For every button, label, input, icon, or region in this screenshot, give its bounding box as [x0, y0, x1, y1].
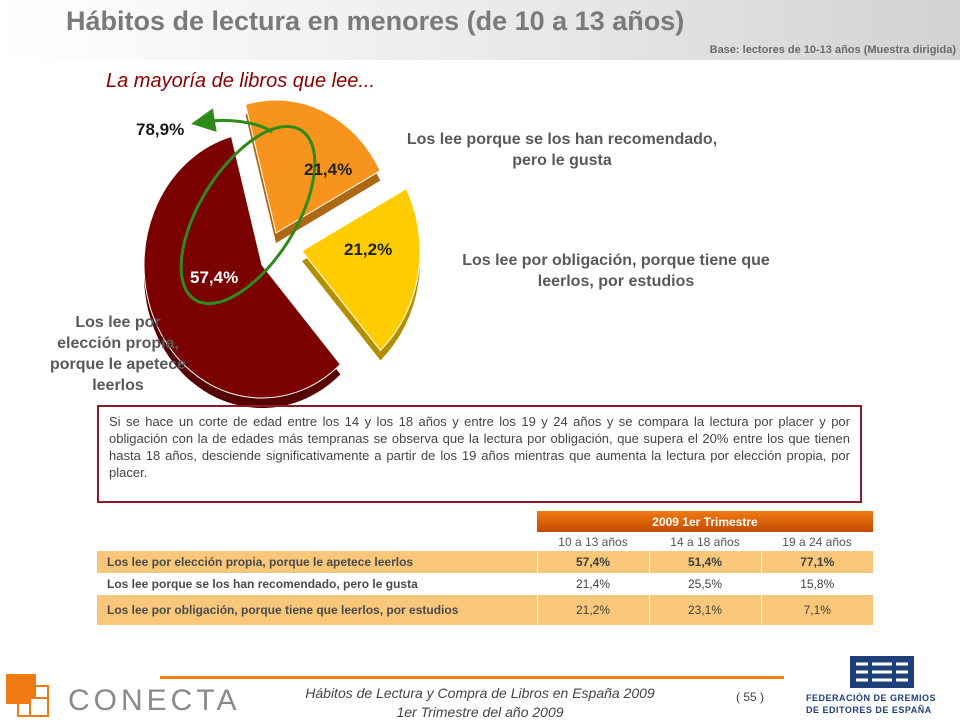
pie-slice-choice — [143, 135, 342, 399]
table-row: Los lee por elección propia, porque le a… — [97, 551, 873, 573]
pie-slice-obligation — [301, 187, 421, 352]
table-empty-corner-2 — [97, 532, 537, 551]
table-column-header: 19 a 24 años — [782, 534, 852, 549]
legend-obligation-line1: Los lee por obligación, porque tiene que — [462, 252, 770, 269]
table-cell: 51,4% — [648, 551, 761, 573]
table-cell: 77,1% — [760, 551, 873, 573]
pie-slice-recommended — [244, 99, 381, 234]
conecta-logo-text: CONECTA — [68, 684, 241, 717]
footer-line1: Hábitos de Lectura y Compra de Libros en… — [305, 685, 655, 701]
annotation-arrow — [191, 108, 273, 134]
fge-logo-mark — [850, 656, 914, 688]
legend-choice: Los lee por elección propia, porque le a… — [18, 312, 218, 396]
title-bar — [0, 0, 960, 60]
footer-line2: 1er Trimestre del año 2009 — [396, 704, 564, 720]
data-table: 2009 1er Trimestre 10 a 13 años 14 a 18 … — [97, 511, 873, 625]
table-cell: 7,1% — [760, 595, 873, 625]
base-note: Base: lectores de 10-13 años (Muestra di… — [709, 44, 956, 56]
legend-choice-line2: elección propia, — [57, 335, 179, 352]
table-empty-corner — [97, 511, 537, 532]
legend-recommended: Los lee porque se los han recomendado, p… — [372, 129, 752, 171]
fge-line1: FEDERACIÓN DE GREMIOS — [806, 693, 937, 703]
legend-obligation-line2: leerlos, por estudios — [537, 273, 695, 290]
legend-recommended-line2: pero le gusta — [512, 152, 612, 169]
annotation-value: 78,9% — [136, 120, 185, 139]
table-cell: 21,4% — [536, 573, 649, 595]
legend-recommended-line1: Los lee porque se los han recomendado, — [406, 131, 718, 148]
chart-subtitle: La mayoría de libros que lee... — [106, 70, 376, 92]
slice-label-choice: 57,4% — [190, 268, 239, 287]
fge-line2: DE EDITORES DE ESPAÑA — [806, 705, 932, 715]
table-column-header: 14 a 18 años — [670, 534, 740, 549]
slice-label-recommended: 21,4% — [304, 160, 353, 179]
table-cell: 15,8% — [760, 573, 873, 595]
page-title: Hábitos de lectura en menores (de 10 a 1… — [66, 6, 685, 36]
fge-logo-text: FEDERACIÓN DE GREMIOS DE EDITORES DE ESP… — [806, 692, 936, 716]
table-row-label: Los lee por obligación, porque tiene que… — [107, 603, 459, 617]
table-column-header: 10 a 13 años — [558, 534, 628, 549]
table-group-header: 2009 1er Trimestre — [537, 511, 873, 532]
slice-label-obligation: 21,2% — [344, 240, 393, 259]
table-row: Los lee porque se los han recomendado, p… — [97, 573, 873, 595]
page-number: ( 55 ) — [736, 690, 765, 704]
explanatory-note: Si se hace un corte de edad entre los 14… — [97, 405, 862, 503]
table-row: Los lee por obligación, porque tiene que… — [97, 595, 873, 625]
table-cell: 23,1% — [648, 595, 761, 625]
table-row-label: Los lee por elección propia, porque le a… — [107, 555, 414, 569]
legend-obligation: Los lee por obligación, porque tiene que… — [426, 250, 806, 292]
table-cell: 21,2% — [536, 595, 649, 625]
table-cell: 57,4% — [536, 551, 649, 573]
footer-caption: Hábitos de Lectura y Compra de Libros en… — [270, 684, 690, 722]
table-row-label: Los lee porque se los han recomendado, p… — [107, 577, 418, 591]
highlight-ellipse — [179, 108, 317, 306]
legend-choice-line1: Los lee por — [75, 314, 161, 331]
legend-choice-line3: porque le apetece — [49, 356, 187, 373]
footer-divider — [160, 676, 784, 679]
legend-choice-line4: leerlos — [92, 377, 144, 394]
conecta-logo-mark — [6, 674, 49, 717]
table-cell: 25,5% — [648, 573, 761, 595]
